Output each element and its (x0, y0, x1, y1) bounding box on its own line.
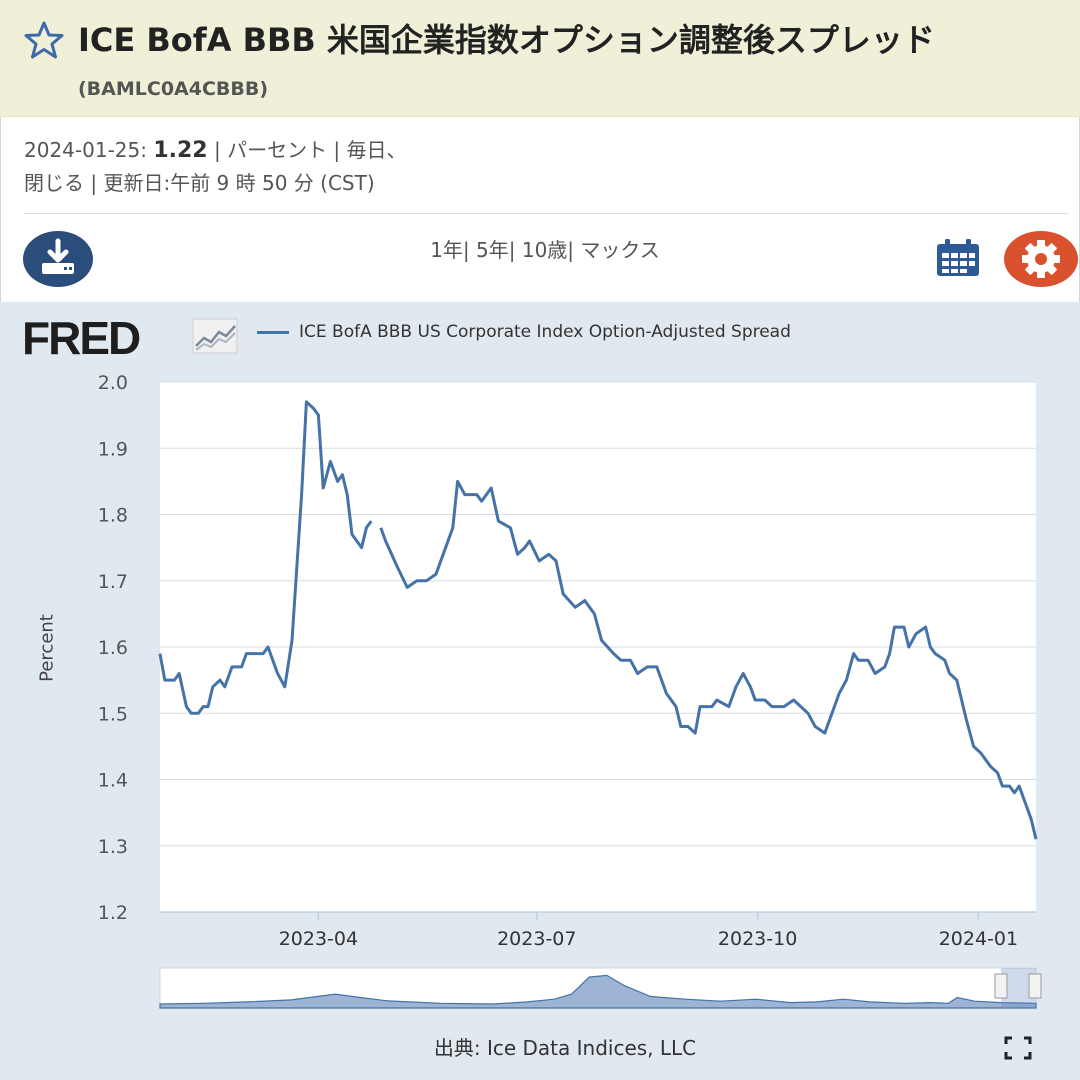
y-tick-label: 1.6 (98, 637, 128, 659)
page-title: ICE BofA BBB 米国企業指数オプション調整後スプレッド (BAMLC0A… (78, 18, 1068, 111)
x-tick-label: 2024-01 (939, 928, 1018, 950)
unit-frequency: | パーセント | 毎日、 (213, 138, 407, 162)
x-tick-label: 2023-04 (279, 928, 358, 950)
navigator-handle-left (994, 973, 1008, 999)
observation-line-1: 2024-01-25: 1.22 | パーセント | 毎日、 (24, 134, 407, 167)
range-max[interactable]: | マックス (567, 238, 660, 262)
fullscreen-icon[interactable] (1004, 1036, 1032, 1060)
x-tick-label: 2023-10 (718, 928, 797, 950)
range-10y[interactable]: | 10歳 (508, 238, 568, 262)
series-title: ICE BofA BBB 米国企業指数オプション調整後スプレッド (78, 21, 935, 59)
x-tick-label: 2023-07 (497, 928, 576, 950)
y-tick-label: 1.7 (98, 571, 128, 593)
series-id: (BAMLC0A4CBBB) (78, 78, 269, 100)
y-tick-label: 1.8 (98, 505, 128, 527)
navigator-series (159, 974, 1037, 1009)
observation-info: 2024-01-25: 1.22 | パーセント | 毎日、 閉じる | 更新日… (24, 134, 407, 199)
y-tick-label: 1.2 (98, 902, 128, 924)
y-tick-label: 2.0 (98, 372, 128, 394)
y-tick-label: 1.3 (98, 836, 128, 858)
observation-line-2: 閉じる | 更新日:午前 9 時 50 分 (CST) (24, 171, 375, 195)
navigator-handle-right (1028, 973, 1042, 999)
download-icon (42, 238, 74, 274)
divider (24, 213, 1068, 214)
observation-value: 1.22 (153, 138, 208, 163)
date-range-selector: 1年| 5年| 10歳| マックス (0, 234, 1080, 263)
calendar-icon[interactable] (935, 238, 981, 278)
download-button[interactable] (23, 231, 93, 287)
observation-date: 2024-01-25: (24, 138, 147, 162)
gear-icon (1022, 240, 1060, 278)
star-icon[interactable] (24, 20, 64, 60)
legend-swatch (257, 330, 289, 334)
series-line (379, 479, 1038, 840)
legend-label: ICE BofA BBB US Corporate Index Option-A… (299, 322, 791, 342)
page-header (0, 0, 1080, 117)
settings-button[interactable] (1004, 231, 1078, 287)
source-credit: 出典: Ice Data Indices, LLC (433, 1036, 697, 1060)
range-1y[interactable]: 1年 (430, 238, 463, 262)
y-tick-label: 1.4 (98, 770, 128, 792)
range-5y[interactable]: | 5年 (462, 238, 509, 262)
fred-graph-icon (192, 318, 238, 354)
fred-logo: FRED (22, 312, 141, 364)
chart-legend: ICE BofA BBB US Corporate Index Option-A… (257, 320, 791, 344)
y-tick-label: 1.9 (98, 438, 128, 460)
y-tick-label: 1.5 (98, 703, 128, 725)
series-line (158, 400, 373, 715)
